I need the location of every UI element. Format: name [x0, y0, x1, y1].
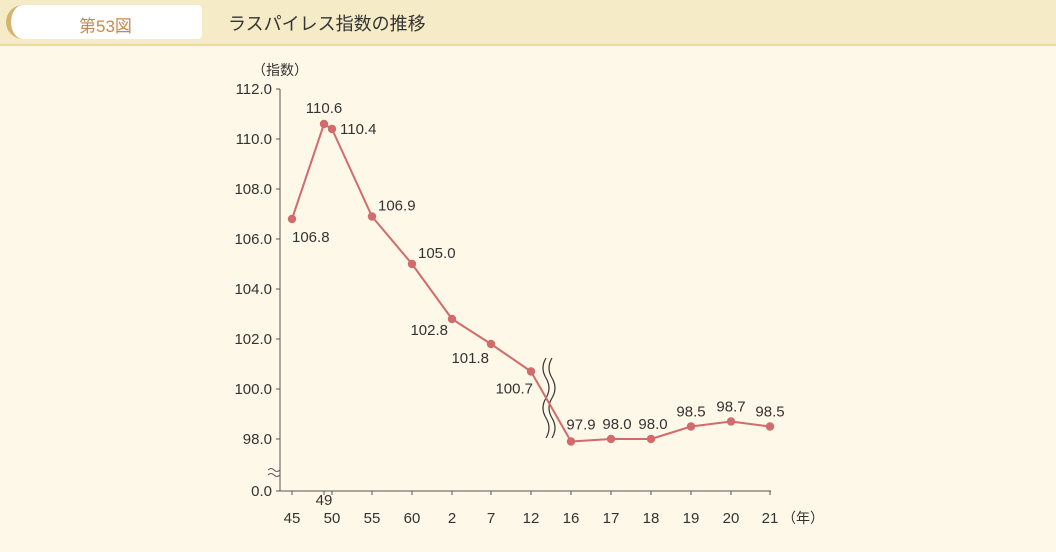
x-tick-label: 55: [364, 510, 381, 527]
data-label: 98.0: [638, 416, 667, 433]
y-tick-label: 108.0: [234, 181, 272, 198]
x-tick-label: 20: [723, 510, 740, 527]
data-point: [319, 119, 329, 129]
figure-number-tab: 第53図: [6, 5, 202, 39]
y-tick-label: 112.0: [236, 81, 272, 98]
series-line: [291, 123, 771, 443]
data-point: [486, 339, 496, 349]
data-point: [566, 437, 576, 446]
data-point: [606, 434, 616, 444]
x-tick-label: 17: [603, 510, 620, 527]
series-line-group: [291, 123, 771, 443]
x-tick-label: 7: [487, 510, 495, 527]
y-tick-label: 102.0: [234, 331, 272, 348]
x-tick-label: 49: [316, 492, 333, 509]
y-axis-break-mark: [267, 468, 281, 477]
y-unit-label: （指数）: [252, 62, 308, 78]
data-label: 98.7: [716, 399, 745, 416]
data-point: [367, 212, 377, 221]
x-tick-label: 45: [284, 510, 301, 527]
data-point: [287, 214, 297, 224]
data-points: [287, 119, 775, 446]
x-unit-label: （年）: [782, 510, 824, 526]
data-label: 105.0: [418, 245, 456, 262]
data-point: [327, 124, 337, 134]
y-tick-label: 98.0: [243, 431, 272, 448]
x-tick-label: 19: [683, 510, 700, 527]
data-label: 100.7: [495, 381, 533, 398]
x-tick-label: 50: [324, 510, 341, 527]
data-label: 110.4: [340, 121, 376, 138]
y-tick-label: 110.0: [236, 131, 272, 148]
series-break-mark: [542, 357, 556, 439]
x-tick-label: 18: [643, 510, 660, 527]
figure-number-label: 第53図: [79, 17, 132, 36]
data-label: 98.5: [755, 404, 784, 421]
y-tick-label: 0.0: [251, 483, 272, 500]
y-tick-label: 100.0: [234, 381, 272, 398]
figure-header: 第53図 ラスパイレス指数の推移: [0, 0, 1056, 46]
figure-title: ラスパイレス指数の推移: [228, 14, 426, 35]
x-tick-label: 16: [563, 510, 580, 527]
data-point: [407, 259, 417, 269]
x-tick-label: 21: [762, 510, 779, 527]
data-label: 98.0: [602, 416, 631, 433]
y-tick-label: 104.0: [234, 281, 272, 298]
data-point: [726, 417, 736, 426]
x-tick-label: 12: [523, 510, 540, 527]
x-tick-label: 60: [404, 510, 421, 527]
data-point: [526, 367, 536, 376]
x-tick-label: 2: [448, 510, 456, 527]
data-point: [447, 314, 457, 324]
y-tick-label: 106.0: [234, 231, 272, 248]
data-label: 110.6: [306, 100, 342, 117]
data-label: 98.5: [676, 404, 705, 421]
data-label: 97.9: [566, 417, 595, 434]
data-label: 106.8: [292, 229, 330, 246]
data-point: [646, 434, 656, 444]
data-point: [686, 422, 696, 431]
data-label: 106.9: [378, 198, 416, 215]
data-point: [765, 422, 775, 431]
data-label: 102.8: [410, 322, 448, 339]
y-axis-ticks: 112.0 110.0 108.0 106.0 104.0 102.0 100.0 98.0 0…: [234, 81, 280, 500]
data-label: 101.8: [451, 350, 489, 367]
